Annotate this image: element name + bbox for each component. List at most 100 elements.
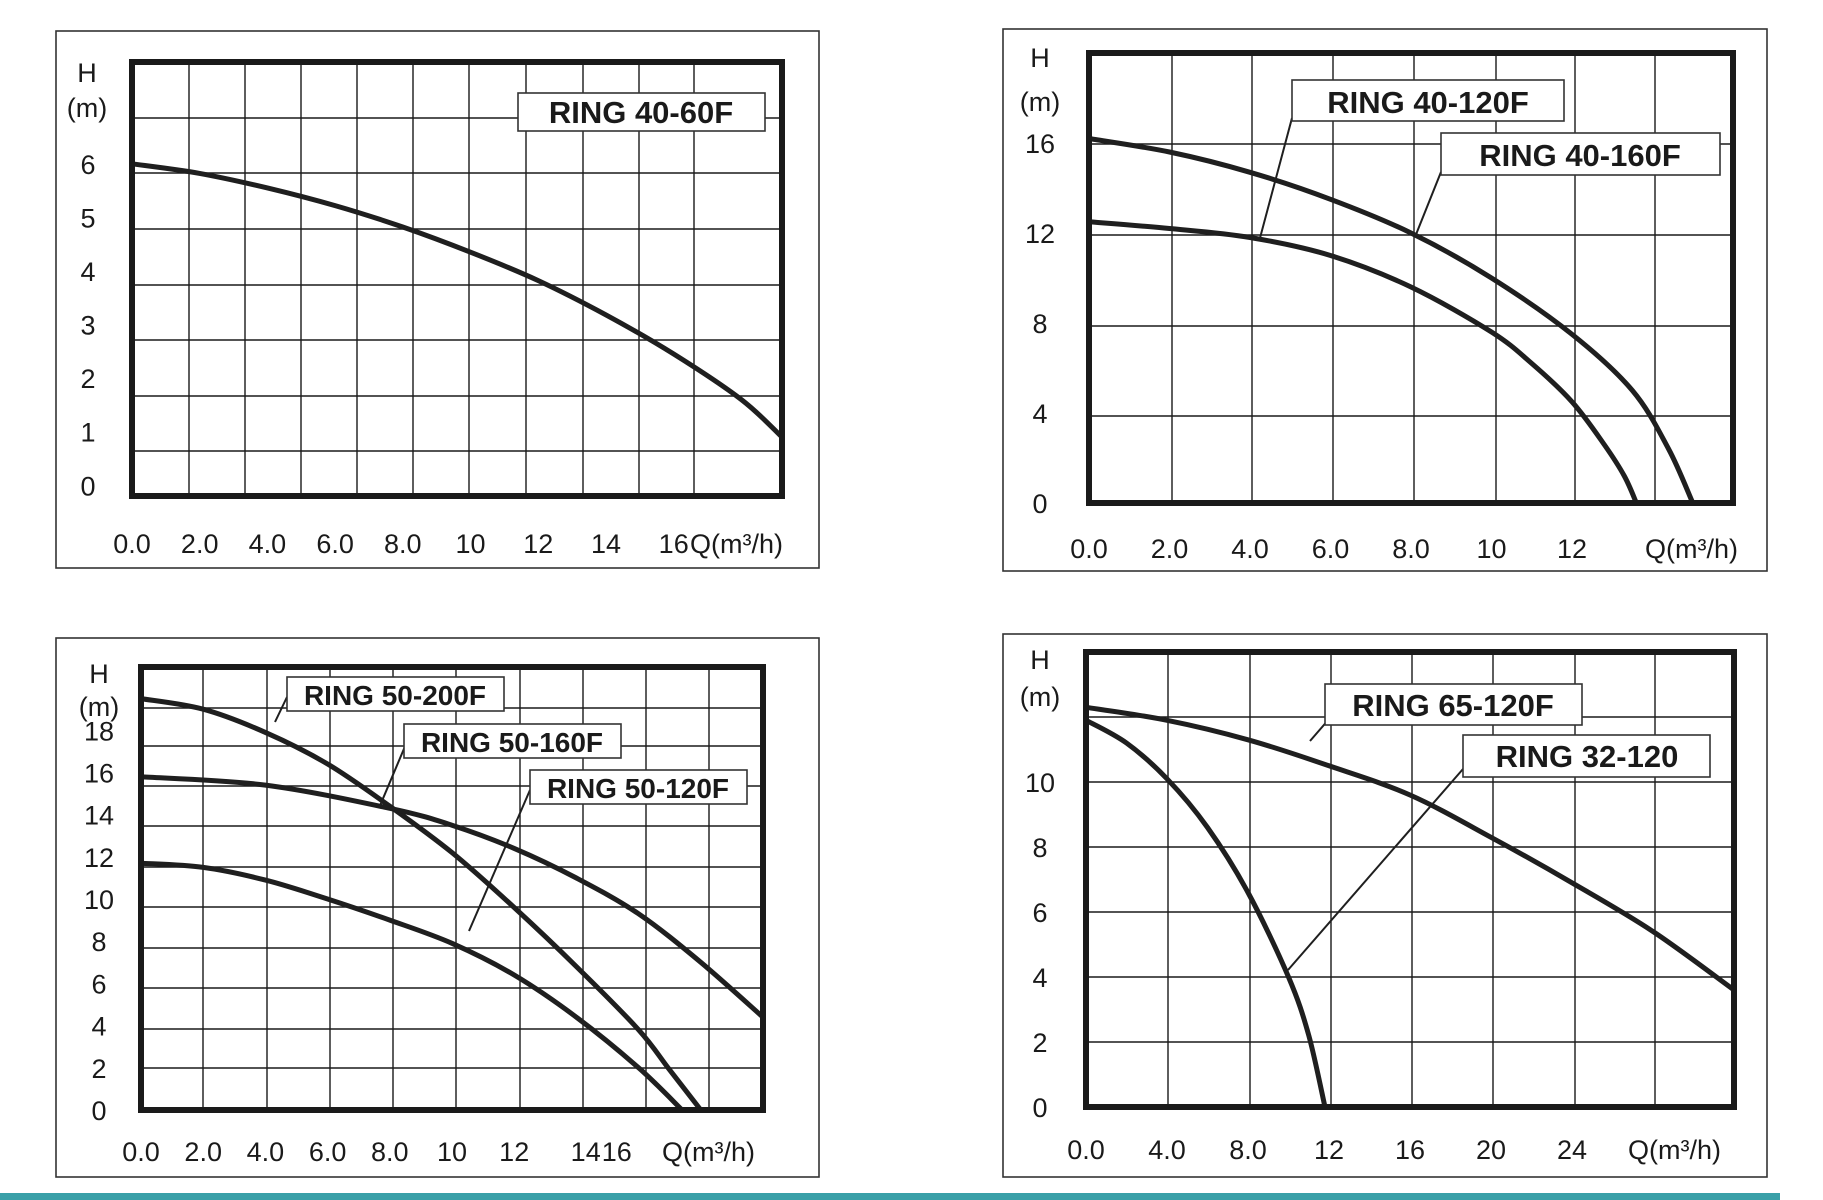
y-tick-label: 2 [91, 1054, 106, 1084]
y-axis-title-h: H [1030, 645, 1050, 675]
bottom-accent-bar [0, 1193, 1780, 1200]
y-tick-label: 8 [1032, 833, 1047, 863]
x-tick-label: 0.0 [1067, 1135, 1105, 1165]
y-tick-labels: 0 1 2 3 4 5 6 [80, 150, 95, 501]
x-tick-labels: 0.0 2.0 4.0 6.0 8.0 10 12 14 16 [113, 529, 688, 559]
x-tick-label: 10 [437, 1137, 467, 1167]
y-tick-label: 16 [84, 759, 114, 789]
y-tick-labels: 0 2 4 6 8 10 [1025, 768, 1055, 1123]
y-tick-label: 16 [1025, 129, 1055, 159]
x-tick-label: 12 [1314, 1135, 1344, 1165]
series-label-box [1324, 683, 1583, 726]
x-tick-label: 4.0 [247, 1137, 285, 1167]
y-tick-label: 2 [80, 364, 95, 394]
leader-ring-50-160f [378, 743, 407, 809]
y-axis-title-unit: (m) [79, 692, 119, 722]
x-axis-unit: Q(m³/h) [1628, 1135, 1721, 1165]
y-axis-title-h: H [89, 659, 109, 689]
series-label-box [1440, 132, 1721, 176]
x-tick-label: 2.0 [1151, 534, 1189, 564]
y-tick-label: 6 [1032, 898, 1047, 928]
curve-ring-40-60f [129, 161, 785, 440]
x-tick-labels: 0.0 2.0 4.0 6.0 8.0 10 12 [1070, 534, 1587, 564]
y-tick-label: 6 [91, 969, 106, 999]
y-axis-title-h: H [77, 58, 97, 88]
plot-area-border [1083, 649, 1737, 1110]
leader-ring-40-120f [1259, 117, 1293, 239]
x-tick-label: 16 [659, 529, 689, 559]
x-tick-label: 8.0 [384, 529, 422, 559]
plot-area-border [129, 59, 785, 499]
x-tick-label: 6.0 [1312, 534, 1350, 564]
x-tick-label: 10 [1476, 534, 1506, 564]
series-label-ring-40-120f: RING 40-120F [1327, 85, 1529, 120]
y-tick-label: 1 [80, 418, 95, 448]
y-axis-title-unit: (m) [1020, 682, 1060, 712]
y-tick-label: 4 [91, 1012, 106, 1042]
x-tick-label: 16 [1395, 1135, 1425, 1165]
y-tick-label: 4 [1032, 399, 1047, 429]
series-label-box [1462, 734, 1711, 778]
y-tick-label: 0 [80, 471, 95, 501]
y-axis-title-h: H [1030, 43, 1050, 73]
curve-ring-40-160f [1086, 136, 1696, 506]
leader-ring-50-200f [274, 696, 288, 723]
series-label-ring-32-120: RING 32-120 [1496, 739, 1679, 774]
y-tick-label: 8 [91, 927, 106, 957]
chart-curves [129, 161, 785, 440]
series-label-box [529, 769, 748, 805]
curve-ring-50-200f [138, 696, 704, 1113]
series-label-ring-50-120f: RING 50-120F [547, 773, 729, 804]
x-tick-label: 14 [591, 529, 621, 559]
x-axis-unit: Q(m³/h) [1645, 534, 1738, 564]
series-label-box [403, 723, 622, 759]
x-tick-label: 8.0 [1392, 534, 1430, 564]
chart-ring-40-120f-160f: H (m) 0 4 8 12 16 0.0 2.0 4.0 6.0 8.0 10 12 Q(m³/h… [1002, 28, 1768, 572]
y-tick-label: 4 [80, 257, 95, 287]
plot-area-border [138, 664, 766, 1113]
y-tick-label: 0 [91, 1096, 106, 1126]
x-tick-label: 24 [1557, 1135, 1587, 1165]
y-tick-label: 12 [84, 843, 114, 873]
y-tick-label: 8 [1032, 309, 1047, 339]
x-tick-label: 4.0 [1231, 534, 1269, 564]
plot-area-border [1086, 50, 1736, 506]
curve-ring-50-120f [138, 860, 685, 1113]
y-tick-label: 5 [80, 203, 95, 233]
curve-ring-32-120 [1083, 717, 1328, 1110]
series-label-ring-50-160f: RING 50-160F [421, 727, 603, 758]
curve-ring-50-160f [138, 774, 766, 1020]
series-label-box [517, 92, 766, 132]
x-tick-label: 8.0 [371, 1137, 409, 1167]
y-tick-labels: 0 2 4 6 8 10 12 14 16 18 [84, 716, 114, 1126]
leader-ring-40-160f [1414, 171, 1442, 238]
x-tick-labels: 0.0 2.0 4.0 6.0 8.0 10 12 14 16 [122, 1137, 632, 1167]
y-tick-label: 4 [1032, 963, 1047, 993]
x-tick-label: 16 [602, 1137, 632, 1167]
y-tick-label: 18 [84, 716, 114, 746]
x-tick-labels: 0.0 4.0 8.0 12 16 20 24 [1067, 1135, 1587, 1165]
x-tick-label: 0.0 [113, 529, 151, 559]
series-label-ring-40-160f: RING 40-160F [1479, 138, 1681, 173]
x-tick-label: 12 [499, 1137, 529, 1167]
y-tick-label: 0 [1032, 1093, 1047, 1123]
x-tick-label: 6.0 [309, 1137, 347, 1167]
chart-curves [1083, 704, 1737, 1110]
x-tick-label: 2.0 [181, 529, 219, 559]
y-tick-label: 12 [1025, 219, 1055, 249]
series-label-ring-65-120f: RING 65-120F [1352, 688, 1554, 723]
y-tick-label: 2 [1032, 1028, 1047, 1058]
y-tick-labels: 0 4 8 12 16 [1025, 129, 1055, 519]
x-tick-label: 0.0 [122, 1137, 160, 1167]
x-tick-label: 8.0 [1229, 1135, 1267, 1165]
x-tick-label: 10 [455, 529, 485, 559]
chart-curves [138, 696, 766, 1113]
leader-ring-32-120 [1287, 768, 1464, 971]
x-tick-label: 2.0 [184, 1137, 222, 1167]
x-tick-label: 4.0 [1148, 1135, 1186, 1165]
y-axis-title-unit: (m) [1020, 87, 1060, 117]
